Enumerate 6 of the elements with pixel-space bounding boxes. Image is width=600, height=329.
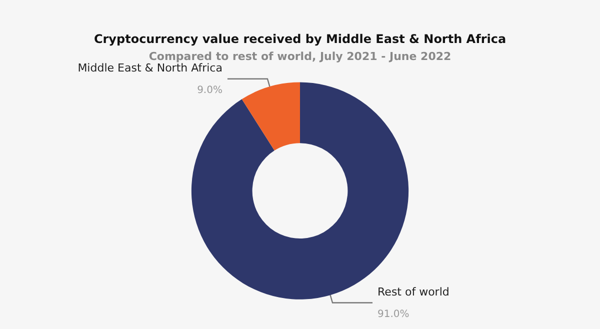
chart-title: Cryptocurrency value received by Middle East & North Africa [94, 32, 506, 46]
slice-label: Rest of world [378, 285, 450, 298]
slice-label: Middle East & North Africa [78, 61, 222, 74]
data-label: 9.0% [197, 84, 222, 96]
data-label: 91.0% [378, 308, 410, 320]
chart-subtitle: Compared to rest of world, July 2021 - June 2022 [148, 50, 452, 63]
